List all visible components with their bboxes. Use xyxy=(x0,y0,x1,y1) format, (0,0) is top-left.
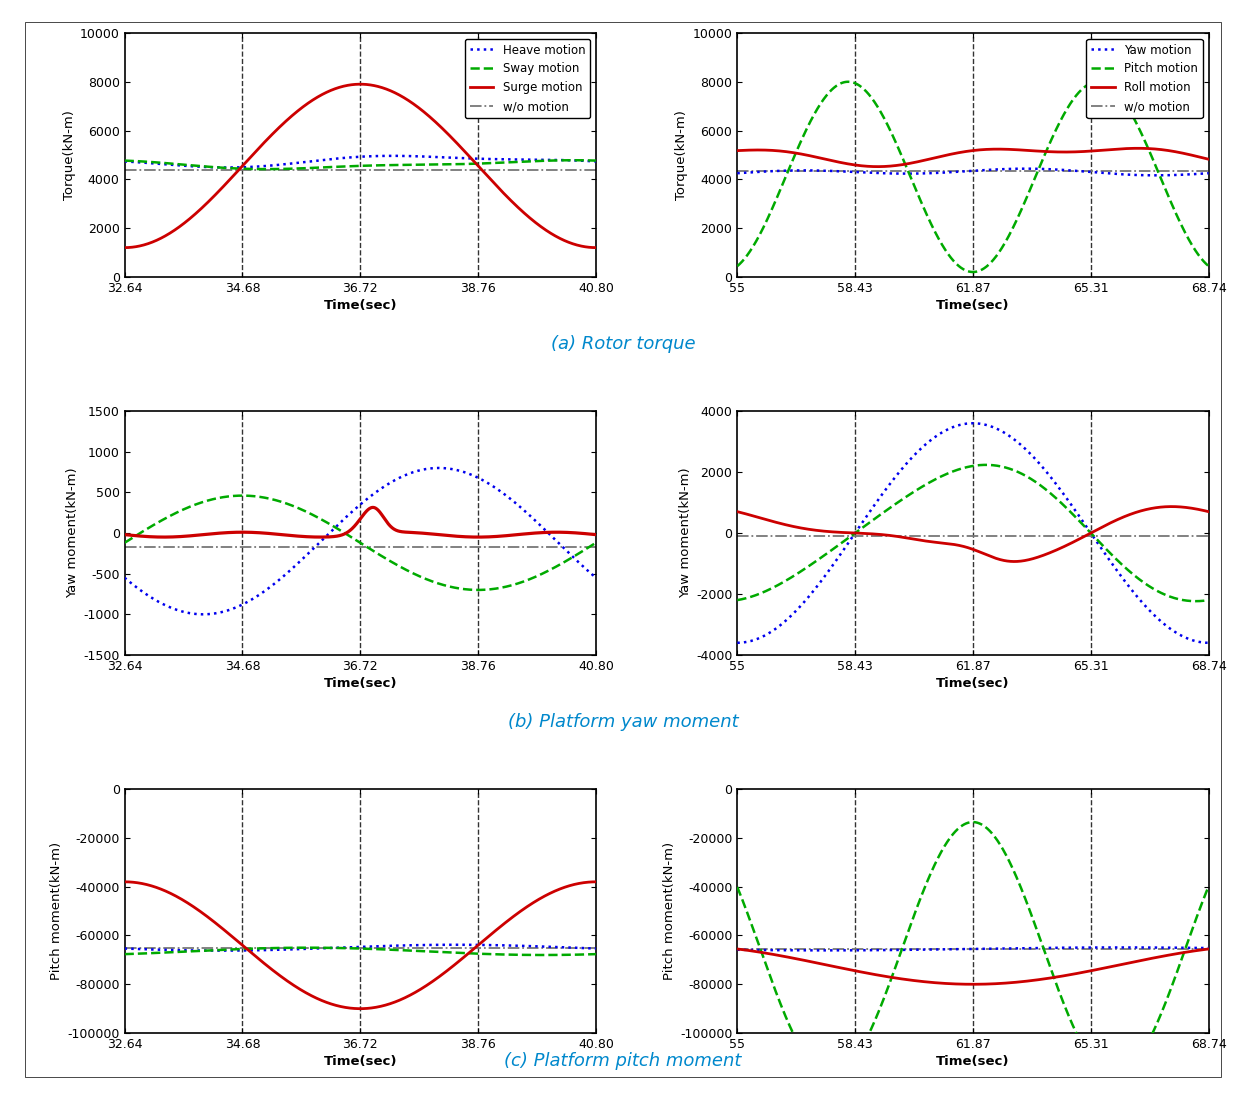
X-axis label: Time(sec): Time(sec) xyxy=(324,677,397,690)
X-axis label: Time(sec): Time(sec) xyxy=(324,1055,397,1068)
Text: (c) Platform pitch moment: (c) Platform pitch moment xyxy=(505,1052,741,1069)
Legend: Yaw motion, Pitch motion, Roll motion, w/o motion: Yaw motion, Pitch motion, Roll motion, w… xyxy=(1087,38,1202,118)
X-axis label: Time(sec): Time(sec) xyxy=(324,299,397,312)
X-axis label: Time(sec): Time(sec) xyxy=(936,1055,1009,1068)
Y-axis label: Pitch moment(kN-m): Pitch moment(kN-m) xyxy=(663,842,675,980)
X-axis label: Time(sec): Time(sec) xyxy=(936,677,1009,690)
Y-axis label: Pitch moment(kN-m): Pitch moment(kN-m) xyxy=(50,842,64,980)
Text: (a) Rotor torque: (a) Rotor torque xyxy=(551,335,695,353)
Y-axis label: Torque(kN-m): Torque(kN-m) xyxy=(675,110,688,200)
Y-axis label: Yaw moment(kN-m): Yaw moment(kN-m) xyxy=(679,468,692,598)
Y-axis label: Torque(kN-m): Torque(kN-m) xyxy=(62,110,76,200)
Y-axis label: Yaw moment(kN-m): Yaw moment(kN-m) xyxy=(66,468,80,598)
X-axis label: Time(sec): Time(sec) xyxy=(936,299,1009,312)
Text: (b) Platform yaw moment: (b) Platform yaw moment xyxy=(507,713,739,731)
Legend: Heave motion, Sway motion, Surge motion, w/o motion: Heave motion, Sway motion, Surge motion,… xyxy=(465,38,591,118)
